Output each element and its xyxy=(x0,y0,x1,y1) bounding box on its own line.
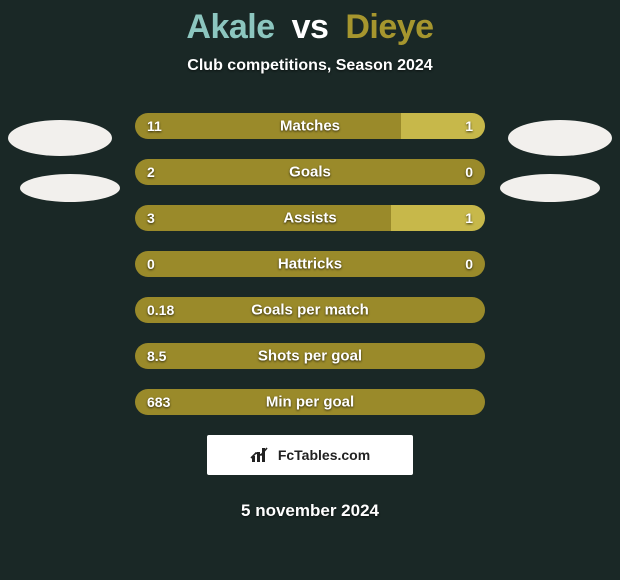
stat-bar-track xyxy=(135,159,485,185)
stat-bar-track xyxy=(135,389,485,415)
stat-bar-left-fill xyxy=(135,159,485,185)
stat-bar-track xyxy=(135,297,485,323)
stat-bar-right-fill xyxy=(391,205,486,231)
subtitle: Club competitions, Season 2024 xyxy=(0,57,620,75)
stat-bar-left-fill xyxy=(135,343,485,369)
chart-icon xyxy=(250,446,272,464)
stat-bar: Shots per goal8.5 xyxy=(135,343,485,369)
source-logo: FcTables.com xyxy=(207,435,413,475)
stat-bar-left-fill xyxy=(135,297,485,323)
comparison-bars: Matches111 Goals20 Assists31 Hattricks00 Goa… xyxy=(0,113,620,415)
player-left-avatar-secondary xyxy=(20,174,120,202)
stat-bar: Matches111 xyxy=(135,113,485,139)
stat-bar-track xyxy=(135,343,485,369)
player-right-avatar-secondary xyxy=(500,174,600,202)
stat-bar-right-fill xyxy=(401,113,485,139)
stat-bar-track xyxy=(135,205,485,231)
title-vs: vs xyxy=(292,8,329,46)
player-left-avatar xyxy=(8,120,112,156)
stat-bar-left-fill xyxy=(135,205,391,231)
stat-bar-left-fill xyxy=(135,389,485,415)
stat-bar-track xyxy=(135,113,485,139)
player-right-avatar xyxy=(508,120,612,156)
stat-bar-left-fill xyxy=(135,251,485,277)
stat-bar: Hattricks00 xyxy=(135,251,485,277)
player-left-name: Akale xyxy=(186,8,274,46)
stat-bar: Min per goal683 xyxy=(135,389,485,415)
date-line: 5 november 2024 xyxy=(0,501,620,521)
stat-bar: Assists31 xyxy=(135,205,485,231)
stat-bar: Goals20 xyxy=(135,159,485,185)
player-right-name: Dieye xyxy=(345,8,433,46)
stat-bar-track xyxy=(135,251,485,277)
comparison-title: Akale vs Dieye xyxy=(0,0,620,47)
source-logo-text: FcTables.com xyxy=(278,447,370,463)
stat-bar: Goals per match0.18 xyxy=(135,297,485,323)
stat-bar-left-fill xyxy=(135,113,401,139)
